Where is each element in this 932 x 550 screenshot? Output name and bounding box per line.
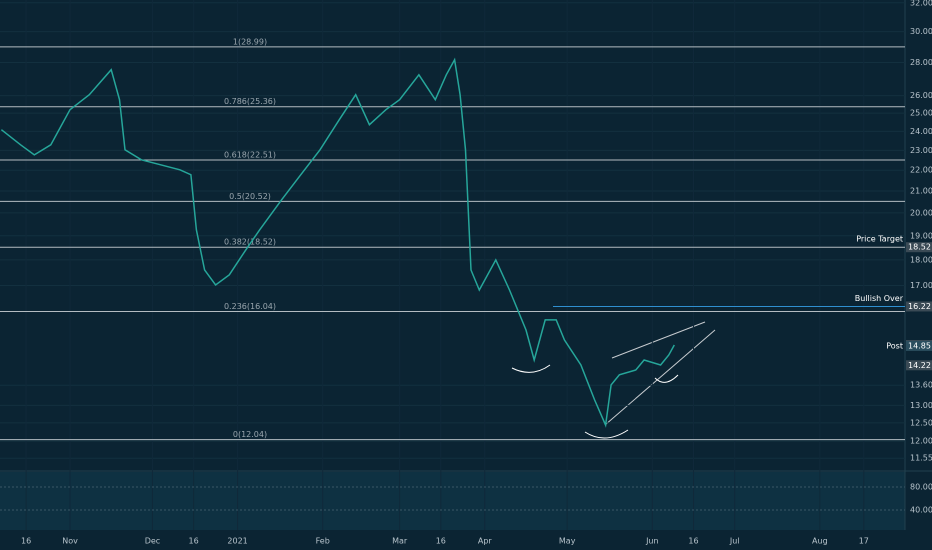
price-tag-text: Bullish Over <box>855 294 904 303</box>
x-tick-label: Nov <box>62 537 78 546</box>
y-tick-label: 18.00 <box>910 255 932 264</box>
x-tick-label: Aug <box>812 537 828 546</box>
wedge-line <box>611 321 706 359</box>
x-tick-label: Apr <box>478 537 493 546</box>
pattern-arc <box>511 364 551 373</box>
price-tag-value: 18.52 <box>908 243 931 252</box>
pattern-arc <box>654 374 679 383</box>
x-tick-label: Jul <box>729 537 740 546</box>
x-tick-label: 16 <box>436 537 446 546</box>
y-tick-label: 22.00 <box>910 166 932 175</box>
price-tag-text: Price Target <box>856 235 903 244</box>
x-tick-label: May <box>559 537 576 546</box>
y-tick-label: 32.00 <box>910 0 932 7</box>
x-tick-label: 17 <box>859 537 869 546</box>
price-tag-value: 14.22 <box>908 361 931 370</box>
fib-label: 0.5(20.52) <box>229 192 271 201</box>
y-tick-label: 28.00 <box>910 58 932 67</box>
x-tick-label: 16 <box>688 537 698 546</box>
price-tag-value: 14.85 <box>908 341 931 350</box>
x-tick-label: 2021 <box>227 537 247 546</box>
y-tick-label: 13.00 <box>910 401 932 410</box>
price-tag-value: 16.22 <box>908 302 931 311</box>
y-tick-label: 30.00 <box>910 27 932 36</box>
y-tick-label: 24.00 <box>910 127 932 136</box>
osc-tick-label: 80.00 <box>910 482 932 491</box>
y-tick-label: 12.50 <box>910 418 932 427</box>
x-tick-label: Jun <box>645 537 659 546</box>
y-tick-label: 21.00 <box>910 187 932 196</box>
y-tick-label: 20.00 <box>910 208 932 217</box>
pattern-arc <box>584 429 629 439</box>
fib-label: 0.236(16.04) <box>224 302 276 311</box>
fib-label: 0(12.04) <box>233 430 267 439</box>
fib-label: 0.618(22.51) <box>224 151 276 160</box>
price-line <box>0 57 675 428</box>
y-tick-label: 12.00 <box>910 437 932 446</box>
y-tick-label: 23.00 <box>910 146 932 155</box>
y-tick-label: 13.60 <box>910 381 932 390</box>
x-tick-label: Mar <box>392 537 408 546</box>
y-tick-label: 11.55 <box>910 454 932 463</box>
price-tag-box <box>906 340 932 351</box>
y-tick-label: 25.00 <box>910 109 932 118</box>
oscillator-pane <box>0 472 905 530</box>
y-tick-label: 26.00 <box>910 91 932 100</box>
price-tag-box <box>906 301 932 312</box>
fib-label: 0.786(25.36) <box>224 97 276 106</box>
wedge-line <box>604 329 716 426</box>
x-tick-label: Dec <box>145 537 160 546</box>
fib-label: 0.382(18.52) <box>224 238 276 247</box>
x-tick-label: Feb <box>316 537 330 546</box>
price-tag-box <box>906 242 932 253</box>
y-tick-label: 17.00 <box>910 281 932 290</box>
price-tag-text: Post <box>886 341 903 350</box>
y-tick-label: 19.00 <box>910 231 932 240</box>
x-tick-label: 16 <box>21 537 31 546</box>
price-tag-box <box>906 360 932 371</box>
x-tick-label: 16 <box>189 537 199 546</box>
fib-label: 1(28.99) <box>233 37 267 46</box>
osc-tick-label: 40.00 <box>910 505 932 514</box>
